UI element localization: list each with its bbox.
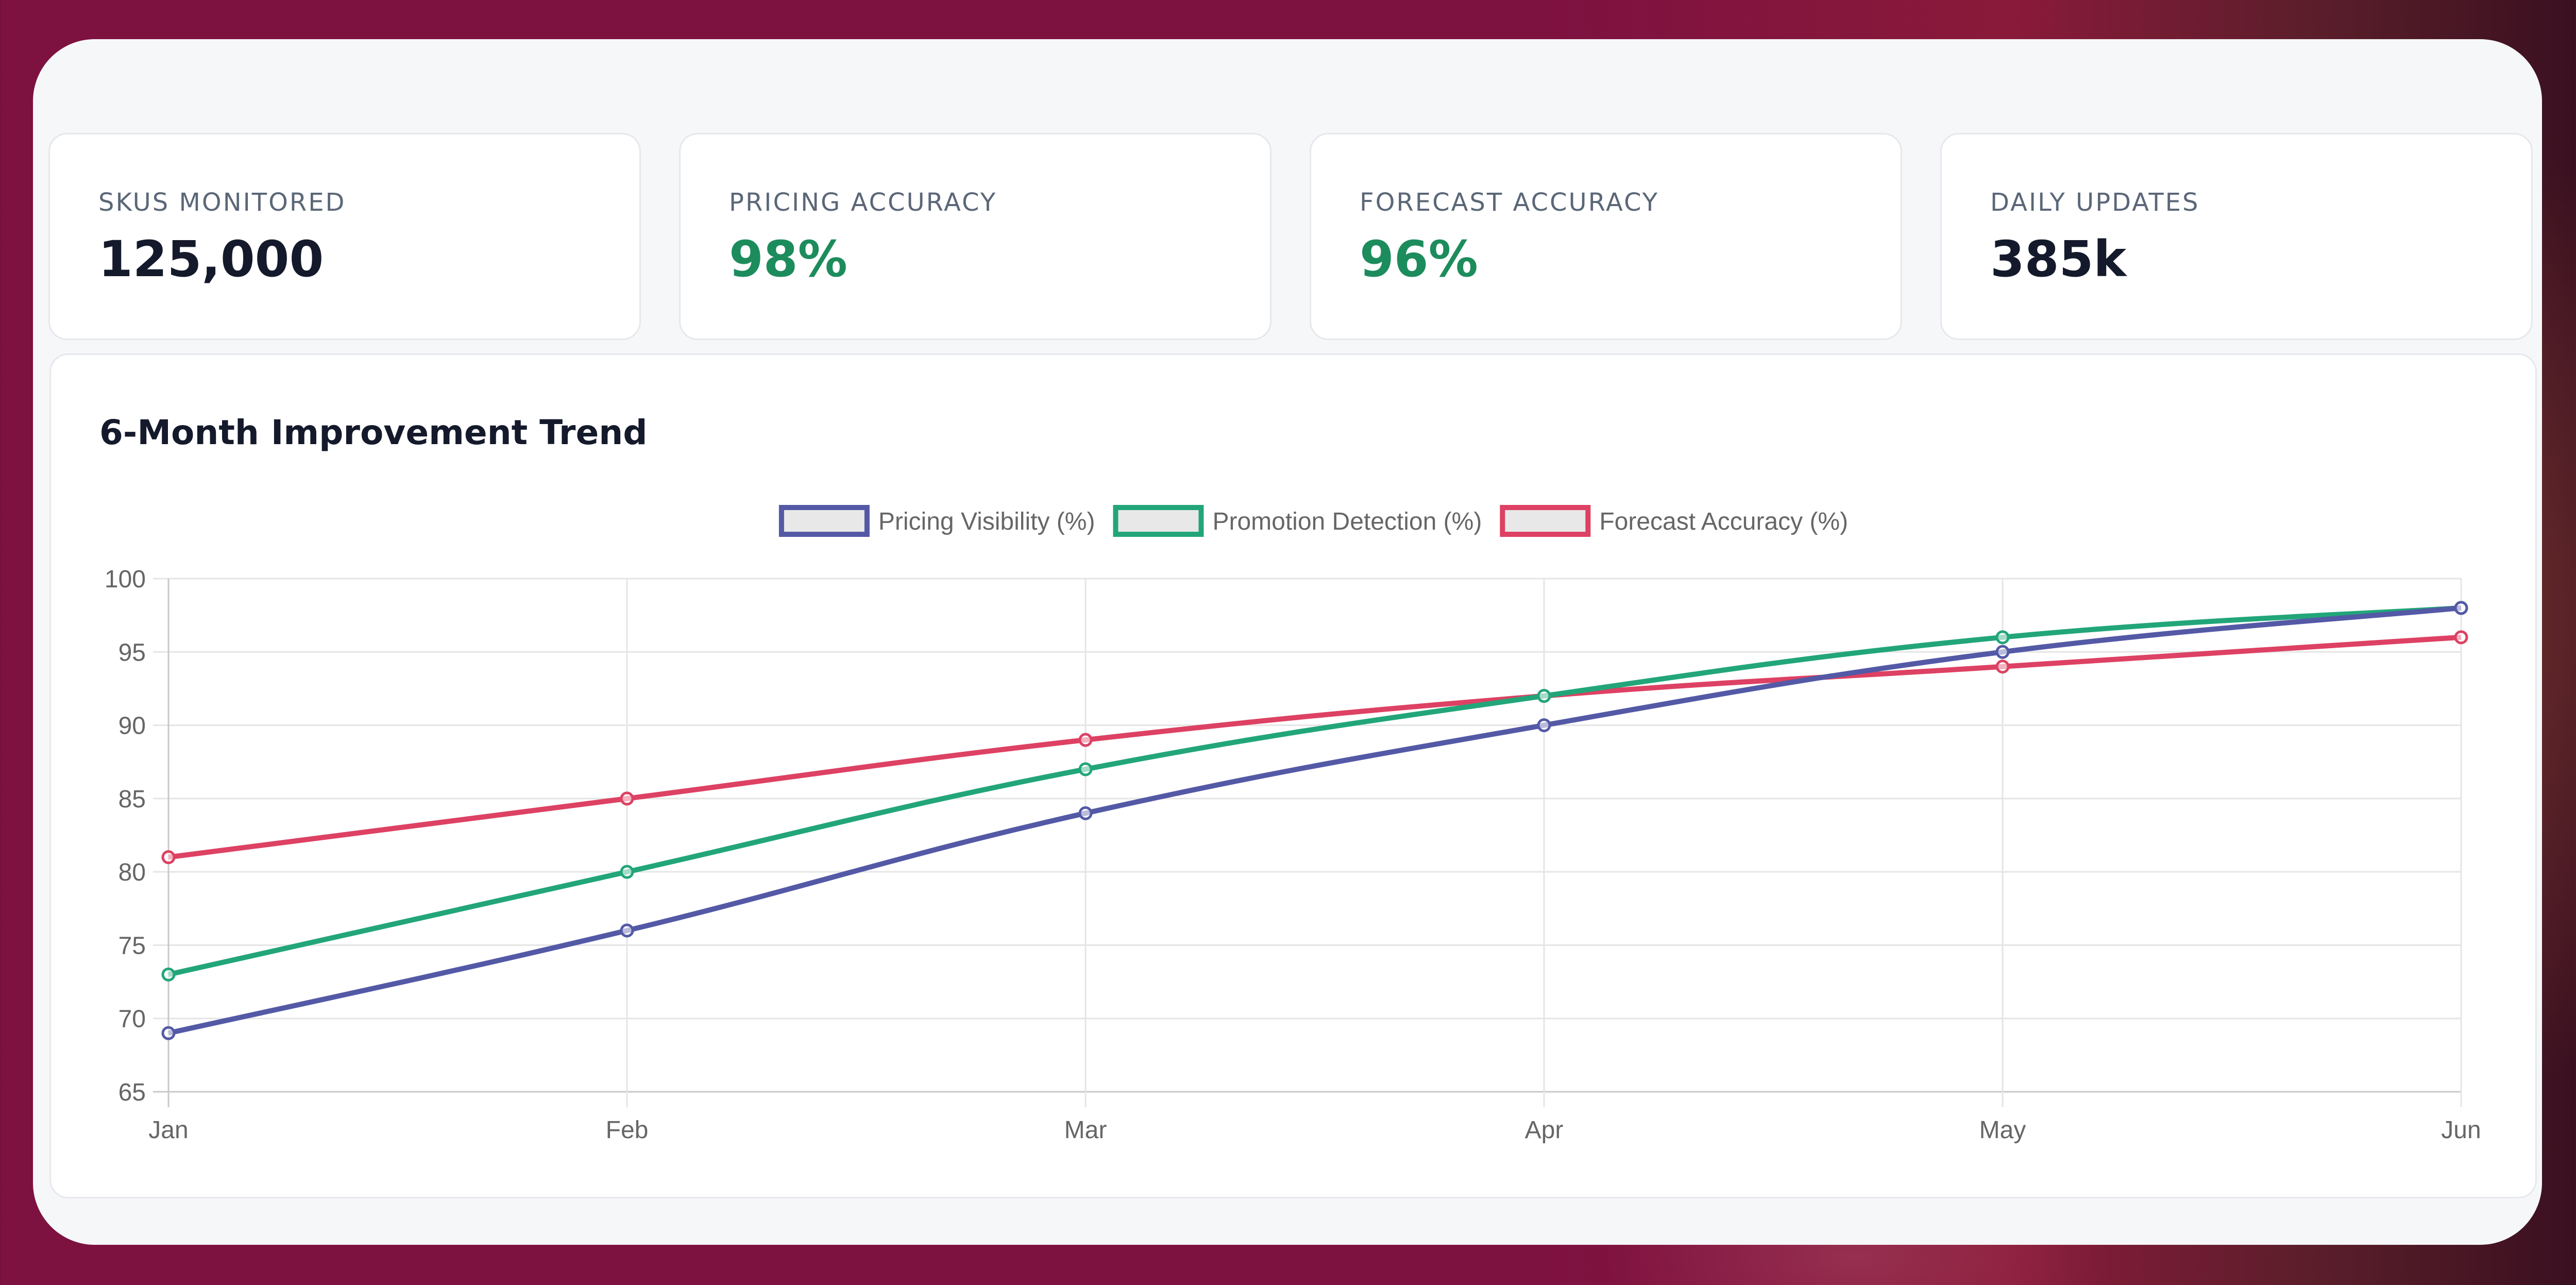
legend-swatch — [778, 505, 870, 537]
data-point — [620, 923, 634, 938]
chart-series — [161, 601, 2468, 1040]
y-tick-label: 95 — [118, 639, 146, 666]
chart-grid — [153, 578, 2462, 1107]
data-point — [620, 865, 634, 879]
kpi-card-pricing-accuracy: PRICING ACCURACY 98% — [679, 133, 1272, 340]
data-point — [1078, 762, 1093, 776]
x-tick-label: Apr — [1525, 1117, 1564, 1144]
kpi-value: 385k — [1990, 230, 2127, 288]
y-tick-label: 75 — [118, 932, 146, 959]
data-point — [1537, 718, 1551, 733]
kpi-card-daily-updates: DAILY UPDATES 385k — [1940, 133, 2533, 340]
data-point — [161, 850, 176, 865]
y-tick-label: 90 — [118, 713, 146, 740]
x-tick-label: May — [1979, 1117, 2026, 1144]
data-point — [1995, 630, 2010, 645]
series-line — [167, 605, 2462, 1036]
data-point — [620, 791, 634, 806]
data-point — [2454, 630, 2468, 645]
y-tick-label: 65 — [118, 1079, 146, 1106]
kpi-card-skus-monitored: SKUS MONITORED 125,000 — [48, 133, 641, 340]
kpi-value: 96% — [1360, 230, 1478, 288]
series-line — [167, 605, 2462, 977]
kpi-label: PRICING ACCURACY — [729, 188, 997, 217]
data-point — [161, 967, 176, 982]
y-tick-label: 80 — [118, 859, 146, 886]
y-tick-label: 85 — [118, 786, 146, 813]
data-point — [1078, 806, 1093, 820]
data-point — [1537, 689, 1551, 703]
trend-chart-card: 6-Month Improvement Trend 100 95 90 85 80 75 7… — [49, 353, 2537, 1198]
legend-label: Forecast Accuracy (%) — [1599, 508, 1848, 535]
legend-label: Pricing Visibility (%) — [878, 508, 1095, 535]
y-tick-label: 100 — [105, 566, 146, 593]
x-tick-label: Mar — [1064, 1117, 1107, 1144]
x-tick-label: Jun — [2441, 1117, 2481, 1144]
kpi-label: SKUS MONITORED — [98, 188, 346, 217]
series-line — [168, 634, 2462, 860]
data-point — [1078, 733, 1093, 747]
y-tick-label: 70 — [118, 1006, 146, 1033]
kpi-value: 125,000 — [98, 230, 324, 288]
data-point — [1995, 660, 2010, 674]
kpi-label: FORECAST ACCURACY — [1360, 188, 1659, 217]
chart-title: 6-Month Improvement Trend — [99, 413, 648, 452]
x-tick-label: Feb — [606, 1117, 649, 1144]
kpi-label: DAILY UPDATES — [1990, 188, 2200, 217]
data-point — [161, 1026, 176, 1040]
data-point — [2454, 601, 2468, 615]
kpi-card-forecast-accuracy: FORECAST ACCURACY 96% — [1310, 133, 1902, 340]
data-point — [1995, 645, 2010, 659]
legend-swatch — [1113, 505, 1204, 537]
kpi-value: 98% — [729, 230, 848, 288]
x-tick-label: Jan — [148, 1117, 188, 1144]
chart-legend: Pricing Visibility (%) Promotion Detectio… — [778, 505, 1848, 537]
legend-swatch — [1500, 505, 1591, 537]
legend-label: Promotion Detection (%) — [1212, 508, 1482, 535]
